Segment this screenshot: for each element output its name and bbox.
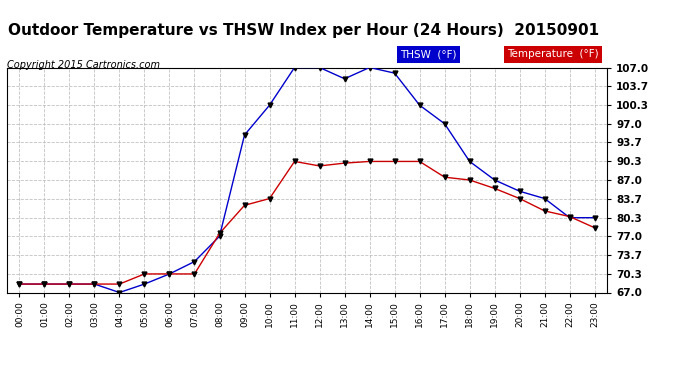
Text: Temperature  (°F): Temperature (°F) [507, 50, 599, 59]
Text: THSW  (°F): THSW (°F) [400, 50, 457, 59]
Text: Copyright 2015 Cartronics.com: Copyright 2015 Cartronics.com [7, 60, 160, 70]
Text: Outdoor Temperature vs THSW Index per Hour (24 Hours)  20150901: Outdoor Temperature vs THSW Index per Ho… [8, 22, 599, 38]
